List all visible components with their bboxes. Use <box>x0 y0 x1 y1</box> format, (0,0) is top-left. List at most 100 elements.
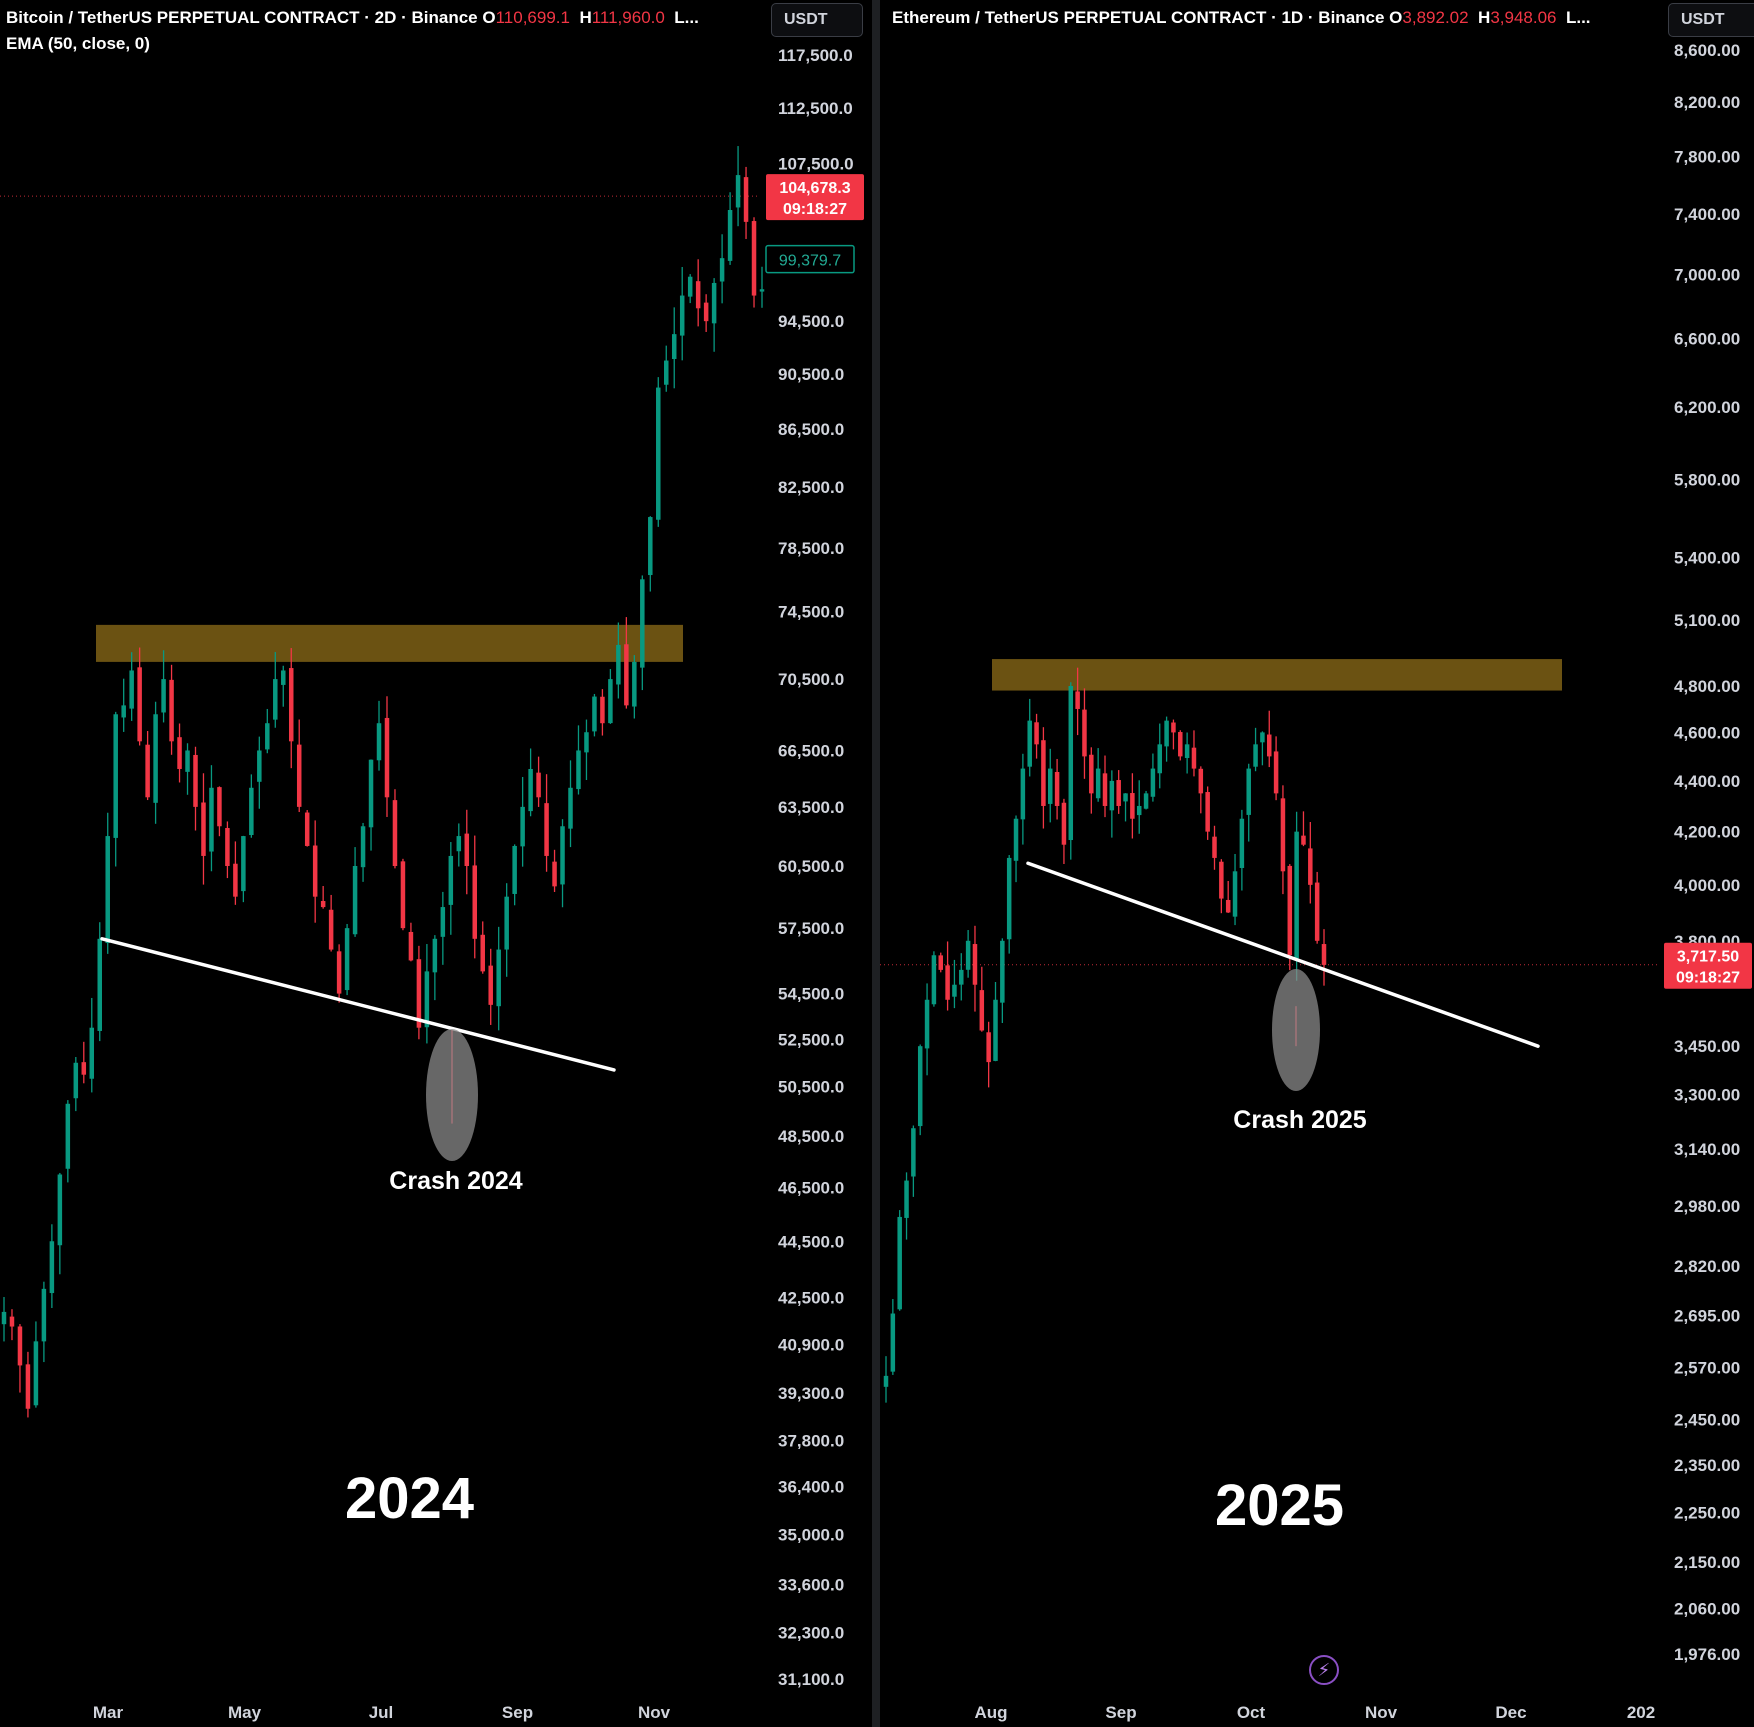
eth-chart-canvas[interactable]: 8,600.00 8,200.00 7,800.00 7,400.00 7,000.00… <box>880 0 1754 1727</box>
eth-candle <box>1109 770 1115 838</box>
eth-candle-body <box>1178 732 1183 757</box>
eth-candle-body <box>1198 768 1204 794</box>
btc-candle-body <box>89 1027 95 1079</box>
btc-candle <box>671 307 677 389</box>
btc-price-tick-label: 42,500.0 <box>778 1288 844 1307</box>
pane-divider[interactable] <box>872 0 880 1727</box>
btc-ema-indicator-label[interactable]: EMA (50, close, 0) <box>6 34 150 53</box>
btc-candle-body <box>97 938 102 1031</box>
btc-candle <box>81 1041 87 1084</box>
btc-high-value: 111,960.0 <box>591 8 665 27</box>
btc-candle-body <box>488 965 493 1005</box>
btc-crash-label: Crash 2024 <box>389 1167 523 1195</box>
btc-candle-body <box>320 901 326 908</box>
btc-price-tick-label: 44,500.0 <box>778 1232 844 1251</box>
eth-candle-body <box>1013 818 1019 861</box>
btc-symbol-title[interactable]: Bitcoin / TetherUS PERPETUAL CONTRACT · … <box>6 8 478 27</box>
btc-candle-body <box>592 696 597 732</box>
eth-candle-body <box>979 990 985 1031</box>
eth-candle-body <box>959 969 964 985</box>
btc-candle-body <box>169 679 174 742</box>
btc-year-label: 2024 <box>345 1466 475 1531</box>
eth-candle <box>1212 825 1217 870</box>
btc-candle-body <box>687 276 693 297</box>
btc-candle <box>560 819 565 908</box>
btc-candle <box>727 192 733 265</box>
eth-price-tick-label: 2,570.00 <box>1674 1358 1740 1377</box>
btc-price-tick-label: 50,500.0 <box>778 1078 844 1097</box>
eth-candle-body <box>1267 734 1272 757</box>
btc-candle <box>584 719 589 780</box>
btc-open-value: 110,699.1 <box>495 8 570 27</box>
btc-candle-body <box>49 1241 55 1294</box>
btc-candle-body <box>81 1062 87 1075</box>
eth-candle-body <box>938 955 943 970</box>
btc-price-tick-label: 94,500.0 <box>778 312 844 331</box>
btc-candle-body <box>464 833 470 866</box>
btc-candle-body <box>759 289 765 292</box>
btc-candle <box>25 1351 31 1418</box>
eth-candle <box>1164 716 1169 762</box>
btc-price-tag-countdown: 09:18:27 <box>783 201 847 218</box>
eth-candle-body <box>1287 865 1293 956</box>
btc-candle-body <box>57 1174 63 1246</box>
btc-candle-body <box>209 787 214 852</box>
btc-candle <box>576 725 581 795</box>
btc-candle <box>57 1172 63 1275</box>
btc-candle-body <box>679 295 685 336</box>
btc-candle-body <box>640 579 645 668</box>
eth-candle <box>890 1299 896 1375</box>
eth-candle <box>1191 730 1197 777</box>
eth-candle-body <box>1294 831 1299 959</box>
btc-candle-body <box>145 744 150 798</box>
eth-candle <box>1232 853 1238 926</box>
btc-chart-canvas[interactable]: 117,500.0 112,500.0 107,500.0 94,500.0 90,50… <box>0 0 872 1727</box>
eth-symbol-title[interactable]: Ethereum / TetherUS PERPETUAL CONTRACT ·… <box>892 8 1385 27</box>
btc-currency-unit-button[interactable]: USDT <box>771 3 863 37</box>
btc-candle-body <box>281 670 286 685</box>
eth-candle <box>1253 727 1258 772</box>
eth-candle <box>1287 864 1293 971</box>
btc-candle <box>153 701 158 824</box>
eth-candle-body <box>1280 798 1286 872</box>
btc-candle-body <box>448 855 454 905</box>
eth-price-tick-label: 3,300.00 <box>1674 1086 1740 1105</box>
btc-candle <box>352 847 358 937</box>
btc-price-tick-label: 46,500.0 <box>778 1179 844 1198</box>
eth-time-axis-label: Nov <box>1365 1703 1398 1722</box>
eth-candle <box>1198 766 1204 814</box>
btc-candle <box>217 786 222 837</box>
btc-candle <box>735 146 741 227</box>
btc-candle-body <box>480 934 485 972</box>
btc-candle-body <box>129 670 134 709</box>
btc-more-values[interactable]: L... <box>674 8 699 27</box>
eth-candle-body <box>1089 754 1094 794</box>
eth-chart-pane[interactable]: 8,600.00 8,200.00 7,800.00 7,400.00 7,000.00… <box>880 0 1754 1727</box>
btc-candle-body <box>9 1316 15 1327</box>
eth-time-axis-label: Oct <box>1237 1703 1266 1722</box>
btc-candle <box>719 234 725 304</box>
btc-candle <box>568 760 573 848</box>
btc-candle-body <box>296 744 302 807</box>
btc-chart-pane[interactable]: 117,500.0 112,500.0 107,500.0 94,500.0 90,50… <box>0 0 872 1727</box>
eth-currency-unit-button[interactable]: USDT <box>1668 3 1754 37</box>
btc-candle <box>225 821 230 879</box>
btc-price-tick-label: 90,500.0 <box>778 365 844 384</box>
btc-candle <box>616 622 621 699</box>
btc-candle-body <box>288 668 294 742</box>
lightning-icon[interactable]: ⚡ <box>1309 1655 1339 1685</box>
btc-candle <box>320 886 326 909</box>
btc-ema-value-text: 99,379.7 <box>779 253 841 270</box>
eth-candle-body <box>952 984 957 997</box>
btc-price-tick-label: 57,500.0 <box>778 919 844 938</box>
btc-candle-body <box>73 1062 79 1099</box>
eth-candle-body <box>1000 940 1005 1003</box>
btc-candle <box>209 765 214 872</box>
eth-more-values[interactable]: L... <box>1565 8 1591 27</box>
btc-candle <box>536 756 541 807</box>
btc-price-tag <box>766 174 864 221</box>
btc-price-tick-label: 60,500.0 <box>778 857 844 876</box>
eth-price-tick-label: 2,980.00 <box>1674 1197 1740 1216</box>
eth-price-tick-label: 8,600.00 <box>1674 41 1740 60</box>
eth-candle <box>1171 719 1176 750</box>
